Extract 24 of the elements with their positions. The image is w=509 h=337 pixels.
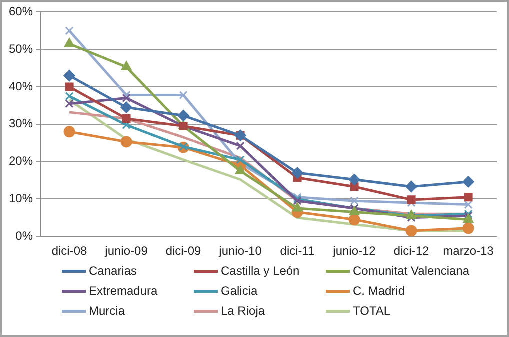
x-tick-label: dici-09: [166, 244, 202, 258]
y-tick-label: 50%: [8, 42, 34, 56]
legend-label: Canarias: [89, 264, 138, 278]
y-tick-label: 0%: [16, 228, 34, 243]
y-tick-label: 60%: [8, 4, 34, 19]
legend-label: C. Madrid: [353, 284, 406, 298]
x-tick-label: marzo-13: [443, 244, 494, 258]
x-tick-label: junio-10: [218, 244, 262, 258]
y-tick-label: 40%: [8, 79, 34, 94]
x-tick-label: dici-12: [394, 244, 430, 258]
legend-label: Castilla y León: [221, 264, 300, 278]
legend-label: Murcia: [89, 304, 126, 318]
x-tick-label: junio-09: [104, 244, 148, 258]
y-tick-label: 30%: [8, 116, 34, 131]
legend-label: La Rioja: [221, 304, 266, 318]
y-tick-label: 20%: [8, 154, 34, 168]
legend-label: Comunitat Valenciana: [353, 264, 470, 278]
legend-label: Extremadura: [89, 284, 158, 298]
legend-label: Galicia: [221, 284, 258, 298]
legend-label: TOTAL: [353, 304, 391, 318]
x-tick-label: dici-11: [280, 244, 316, 258]
x-tick-label: dici-08: [52, 244, 88, 258]
y-tick-label: 10%: [8, 192, 34, 206]
x-tick-label: junio-12: [332, 244, 376, 258]
